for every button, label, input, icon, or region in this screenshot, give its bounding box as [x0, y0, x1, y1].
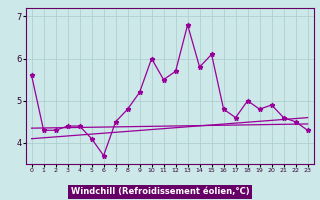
Text: Windchill (Refroidissement éolien,°C): Windchill (Refroidissement éolien,°C) — [71, 187, 249, 196]
